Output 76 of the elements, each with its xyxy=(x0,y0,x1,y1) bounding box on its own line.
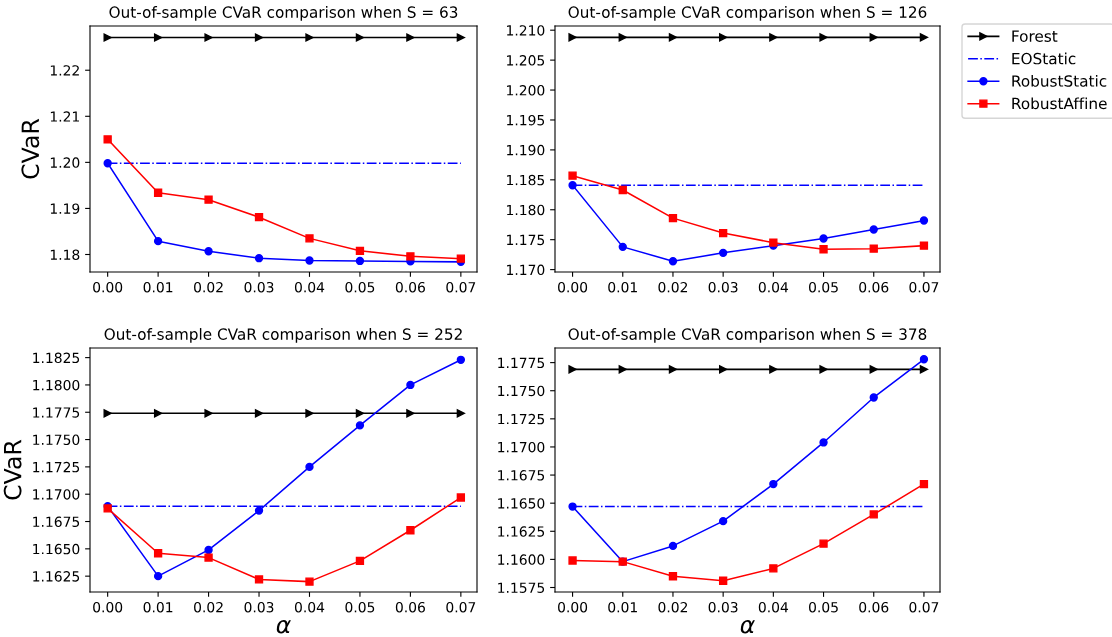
x-tick-label: 0.03 xyxy=(708,601,738,613)
legend-label: EOStatic xyxy=(1012,52,1076,65)
x-tick-label: 0.05 xyxy=(345,601,375,613)
x-tick-label: 0.04 xyxy=(294,601,325,613)
y-tick-label: 1.1725 xyxy=(33,461,80,473)
legend-label: RobustAffine xyxy=(1012,97,1107,110)
y-tick-label: 1.205 xyxy=(507,55,545,66)
y-tick-label: 1.1675 xyxy=(33,516,80,527)
y-tick-label: 1.180 xyxy=(507,204,545,216)
y-tick-label: 1.1750 xyxy=(33,434,80,446)
y-axis-title: CVaR xyxy=(3,439,22,500)
x-tick-label: 0.06 xyxy=(859,601,889,613)
y-tick-label: 1.18 xyxy=(50,249,80,260)
y-tick-label: 1.19 xyxy=(50,203,80,214)
y-tick-label: 1.1625 xyxy=(33,571,80,582)
y-tick-label: 1.22 xyxy=(50,65,79,76)
x-tick-label: 0.05 xyxy=(345,281,375,293)
x-tick-label: 0.00 xyxy=(558,281,588,293)
y-tick-label: 1.1800 xyxy=(33,379,80,391)
x-tick-label: 0.00 xyxy=(558,601,588,613)
y-tick-label: 1.175 xyxy=(507,234,545,246)
y-tick-label: 1.21 xyxy=(50,111,79,122)
y-tick-label: 1.1625 xyxy=(498,526,545,537)
x-tick-label: 0.03 xyxy=(244,281,274,293)
x-tick-label: 0.01 xyxy=(143,601,173,613)
x-tick-label: 0.07 xyxy=(909,281,939,293)
y-tick-label: 1.195 xyxy=(507,114,545,126)
x-tick-label: 0.05 xyxy=(809,281,838,293)
y-tick-label: 1.1600 xyxy=(498,554,545,565)
x-tick-label: 0.02 xyxy=(658,281,688,293)
y-tick-label: 1.1700 xyxy=(498,441,545,453)
chart-title: Out-of-sample CVaR comparison when S = 252 xyxy=(104,328,462,343)
x-tick-label: 0.05 xyxy=(809,601,838,613)
legend-label: Forest xyxy=(1012,30,1058,42)
y-tick-label: 1.1650 xyxy=(33,543,80,555)
y-tick-label: 1.1775 xyxy=(33,407,80,418)
legend-label: RobustStatic xyxy=(1012,74,1107,87)
y-tick-label: 1.1650 xyxy=(498,498,545,509)
y-tick-label: 1.1700 xyxy=(33,489,80,500)
x-tick-label: 0.02 xyxy=(194,281,223,293)
y-tick-label: 1.200 xyxy=(507,85,545,96)
chart-title: Out-of-sample CVaR comparison when S = 126 xyxy=(568,6,927,21)
y-tick-label: 1.1725 xyxy=(498,413,545,425)
x-tick-label: 0.03 xyxy=(708,281,738,293)
y-tick-label: 1.20 xyxy=(50,157,80,168)
x-tick-label: 0.02 xyxy=(194,601,223,613)
x-tick-label: 0.06 xyxy=(859,281,889,293)
x-tick-label: 0.02 xyxy=(658,601,688,613)
x-tick-label: 0.01 xyxy=(143,281,173,293)
chart-title: Out-of-sample CVaR comparison when S = 63 xyxy=(109,6,458,21)
x-tick-label: 0.04 xyxy=(758,601,789,613)
x-tick-label: 0.01 xyxy=(608,281,637,293)
x-tick-label: 0.03 xyxy=(244,601,274,613)
x-tick-label: 0.04 xyxy=(294,281,325,293)
x-tick-label: 0.07 xyxy=(446,281,476,293)
y-tick-label: 1.1750 xyxy=(498,385,545,397)
y-tick-label: 1.1675 xyxy=(498,470,545,481)
y-axis-title: CVaR xyxy=(21,118,40,179)
x-tick-label: 0.01 xyxy=(608,601,637,613)
y-tick-label: 1.1575 xyxy=(498,582,545,593)
x-tick-label: 0.07 xyxy=(909,601,939,613)
x-tick-label: 0.06 xyxy=(395,281,425,293)
y-tick-label: 1.170 xyxy=(507,264,545,276)
y-tick-label: 1.1775 xyxy=(498,357,545,369)
y-tick-label: 1.210 xyxy=(507,25,545,36)
x-axis-title: α xyxy=(740,619,755,634)
y-tick-label: 1.185 xyxy=(507,174,545,186)
x-tick-label: 0.04 xyxy=(758,281,789,293)
x-tick-label: 0.07 xyxy=(446,601,476,613)
chart-title: Out-of-sample CVaR comparison when S = 378 xyxy=(568,328,927,343)
x-axis-title: α xyxy=(276,619,291,634)
x-tick-label: 0.00 xyxy=(93,281,123,293)
x-tick-label: 0.06 xyxy=(395,601,425,613)
y-tick-label: 1.190 xyxy=(507,144,545,156)
x-tick-label: 0.00 xyxy=(93,601,123,613)
y-tick-label: 1.1825 xyxy=(33,352,80,364)
